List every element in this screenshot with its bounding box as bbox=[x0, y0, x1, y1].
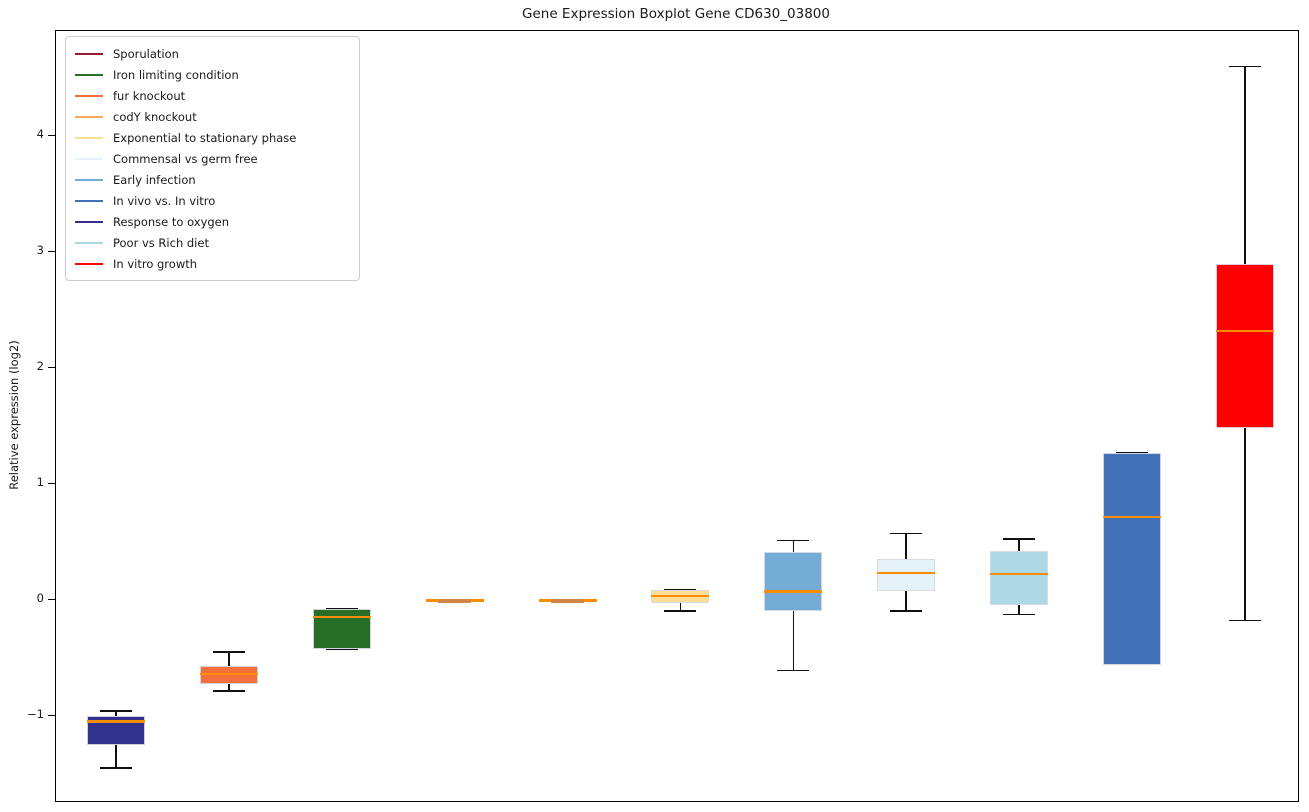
legend-item-label: Response to oxygen bbox=[113, 214, 230, 229]
legend-item: fur knockout bbox=[73, 85, 351, 106]
legend-swatch-line bbox=[75, 220, 103, 223]
median-early-infection bbox=[764, 590, 823, 593]
y-tick-mark bbox=[48, 250, 55, 252]
legend-swatch-line bbox=[75, 262, 103, 265]
box-commensal-vs-germ-free bbox=[877, 558, 936, 592]
legend: Sporulation Iron limiting condition fur kn… bbox=[65, 36, 360, 281]
median-in-vitro-growth bbox=[1215, 329, 1274, 333]
box-in-vitro-growth bbox=[1215, 263, 1274, 428]
legend-item-label: In vivo vs. In vitro bbox=[113, 193, 216, 208]
y-tick-label: 0 bbox=[36, 591, 44, 606]
legend-item: Sporulation bbox=[73, 43, 351, 64]
legend-swatch-line bbox=[75, 178, 103, 181]
whisker-cap-low-fur-knockout bbox=[212, 690, 245, 692]
box-center-sporulation bbox=[550, 598, 585, 603]
y-tick-mark bbox=[48, 482, 55, 485]
whisker-cap-low-early-infection bbox=[777, 669, 810, 672]
box-center-cody-knockout bbox=[437, 598, 472, 603]
whisker-cap-high-commensal-vs-germ-free bbox=[890, 532, 923, 535]
legend-swatch-line bbox=[75, 115, 103, 118]
whisker-cap-low-in-vitro-growth bbox=[1228, 619, 1261, 622]
chart-title: Gene Expression Boxplot Gene CD630_03800 bbox=[522, 6, 830, 22]
y-tick-mark bbox=[48, 599, 55, 601]
median-poor-vs-rich-diet bbox=[990, 572, 1049, 576]
legend-item-label: In vitro growth bbox=[113, 256, 198, 271]
legend-item: Response to oxygen bbox=[73, 211, 351, 232]
box-in-vivo-vs-in-vitro bbox=[1102, 453, 1161, 665]
legend-swatch-line bbox=[75, 52, 103, 55]
legend-item: Poor vs Rich diet bbox=[73, 232, 351, 253]
legend-item-label: Early infection bbox=[113, 172, 196, 187]
legend-swatch-line bbox=[75, 94, 103, 97]
legend-swatch-line bbox=[75, 73, 103, 76]
legend-swatch-line bbox=[75, 241, 103, 244]
legend-swatch-line bbox=[75, 157, 103, 160]
median-commensal-vs-germ-free bbox=[877, 571, 936, 575]
median-in-vivo-vs-in-vitro bbox=[1102, 515, 1161, 519]
whisker-cap-low-commensal-vs-germ-free bbox=[890, 610, 923, 612]
legend-item: codY knockout bbox=[73, 106, 351, 127]
median-exponential-to-stationary-phase bbox=[651, 594, 710, 598]
legend-item: Early infection bbox=[73, 169, 351, 190]
legend-item-label: Sporulation bbox=[113, 46, 179, 61]
whisker-cap-high-early-infection bbox=[777, 539, 810, 542]
median-iron-limiting-condition bbox=[312, 615, 371, 619]
whisker-cap-low-exponential-to-stationary-phase bbox=[664, 610, 697, 612]
box-poor-vs-rich-diet bbox=[990, 550, 1049, 606]
median-fur-knockout bbox=[199, 672, 258, 676]
whisker-cap-low-in-vivo-vs-in-vitro bbox=[1115, 663, 1148, 666]
box-early-infection bbox=[764, 551, 823, 612]
whisker-cap-high-poor-vs-rich-diet bbox=[1003, 538, 1036, 540]
legend-item-label: fur knockout bbox=[113, 88, 186, 103]
legend-item: Iron limiting condition bbox=[73, 64, 351, 85]
whisker-cap-high-response-to-oxygen bbox=[100, 710, 132, 712]
legend-swatch-line bbox=[75, 136, 103, 139]
legend-item: Exponential to stationary phase bbox=[73, 127, 351, 148]
box-iron-limiting-condition bbox=[312, 608, 371, 650]
median-response-to-oxygen bbox=[87, 720, 145, 723]
legend-item: In vivo vs. In vitro bbox=[73, 190, 351, 211]
y-tick-label: 4 bbox=[36, 126, 44, 141]
legend-item-label: Commensal vs germ free bbox=[113, 151, 258, 166]
legend-item: Commensal vs germ free bbox=[73, 148, 351, 169]
legend-item-label: Exponential to stationary phase bbox=[113, 130, 297, 145]
whisker-cap-high-in-vitro-growth bbox=[1228, 65, 1261, 68]
y-tick-label: 2 bbox=[36, 358, 44, 373]
legend-item-label: Poor vs Rich diet bbox=[113, 235, 209, 250]
whisker-cap-high-fur-knockout bbox=[212, 651, 245, 653]
whisker-cap-low-iron-limiting-condition bbox=[325, 648, 358, 651]
y-tick-label: 1 bbox=[36, 475, 44, 490]
legend-item-label: Iron limiting condition bbox=[113, 67, 239, 82]
legend-swatch-line bbox=[75, 199, 103, 202]
y-tick-label: 3 bbox=[36, 242, 44, 257]
legend-item-label: codY knockout bbox=[113, 109, 197, 124]
whisker-cap-low-poor-vs-rich-diet bbox=[1003, 613, 1036, 616]
legend-item: In vitro growth bbox=[73, 253, 351, 274]
y-tick-mark bbox=[48, 715, 55, 717]
y-tick-mark bbox=[48, 134, 55, 136]
y-tick-label: −1 bbox=[27, 707, 44, 722]
y-tick-mark bbox=[48, 366, 55, 368]
whisker-cap-low-response-to-oxygen bbox=[100, 767, 132, 769]
